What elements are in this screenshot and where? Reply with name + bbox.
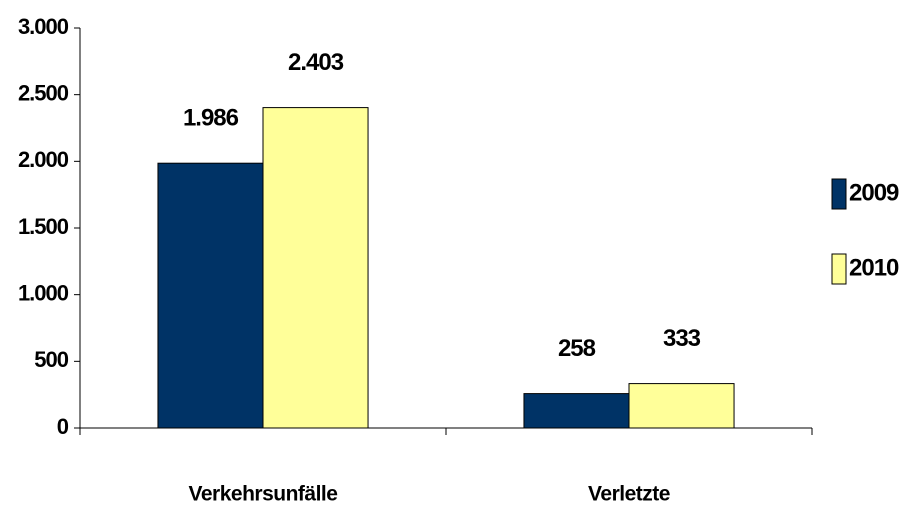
bar — [157, 162, 264, 429]
y-tick-label: 3.000 — [18, 14, 69, 39]
bar — [628, 383, 735, 429]
bar — [523, 393, 630, 429]
legend-label: 2009 — [849, 179, 899, 206]
bar — [262, 107, 369, 429]
legend-swatch — [831, 253, 847, 285]
y-tick-label: 1.000 — [18, 280, 69, 305]
x-tick-label: Verkehrsunfälle — [189, 483, 338, 506]
y-tick-label: 0 — [57, 414, 69, 439]
legend-label: 2010 — [849, 254, 899, 281]
data-label: 258 — [558, 335, 596, 362]
y-tick-label: 2.500 — [18, 80, 69, 105]
data-label: 1.986 — [183, 105, 239, 132]
y-tick-label: 500 — [34, 347, 68, 372]
y-tick-label: 2.000 — [18, 147, 69, 172]
legend-swatch — [831, 178, 847, 210]
y-tick-label: 1.500 — [18, 214, 69, 239]
data-label: 333 — [663, 325, 701, 352]
data-label: 2.403 — [288, 49, 344, 76]
x-tick-label: Verletzte — [588, 483, 670, 506]
